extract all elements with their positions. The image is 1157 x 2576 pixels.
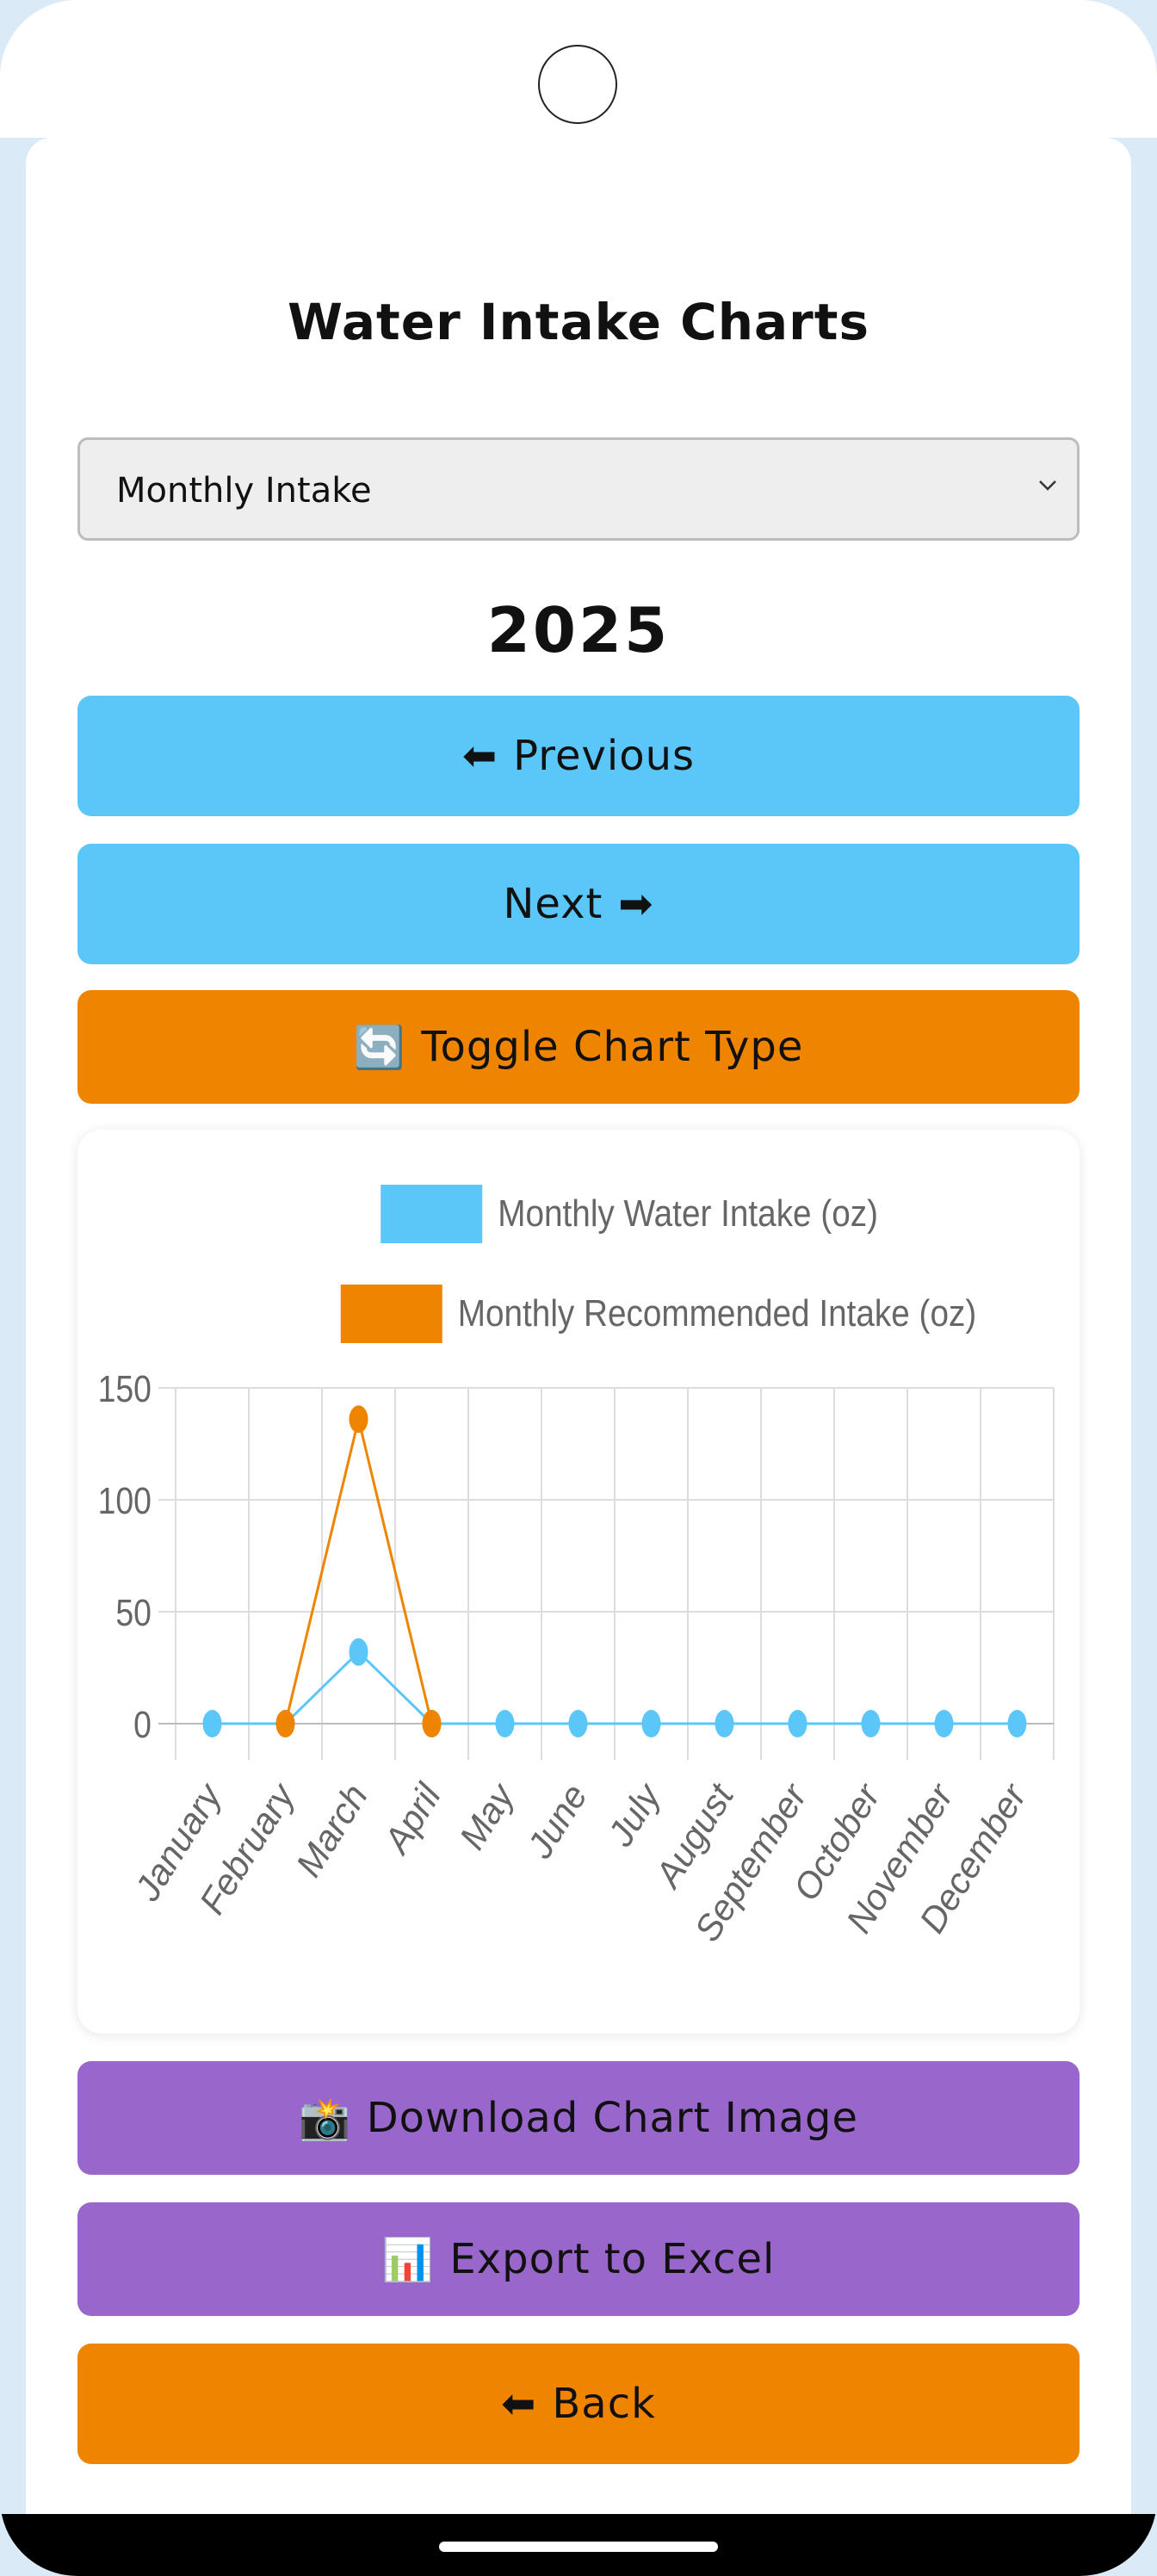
data-point-1-november <box>934 1710 954 1737</box>
back-button[interactable]: ⬅ Back <box>77 2344 1080 2464</box>
back-button-label: Back <box>552 2380 656 2428</box>
refresh-icon: 🔄 <box>353 1023 406 1072</box>
y-tick-label: 50 <box>115 1591 152 1634</box>
y-tick-label: 0 <box>133 1703 152 1746</box>
export-excel-button[interactable]: 📊 Export to Excel <box>77 2202 1080 2316</box>
data-point-1-october <box>861 1710 881 1737</box>
arrow-left-icon: ⬅ <box>461 732 498 780</box>
x-tick-label-april: April <box>374 1775 449 1861</box>
data-point-1-september <box>788 1710 807 1737</box>
bar-chart-icon: 📊 <box>381 2235 435 2284</box>
legend-label-2: Monthly Recommended Intake (oz) <box>458 1291 976 1334</box>
x-tick-label-june: June <box>518 1777 595 1866</box>
data-point-1-june <box>568 1710 588 1737</box>
data-point-1-july <box>641 1710 661 1737</box>
chevron-down-icon <box>1039 480 1056 491</box>
year-label: 2025 <box>486 594 671 666</box>
data-point-2-march <box>349 1405 368 1434</box>
toggle-chart-type-label: Toggle Chart Type <box>421 1023 804 1071</box>
chart-card: Monthly Water Intake (oz) Monthly Recomme… <box>77 1130 1080 2034</box>
export-excel-label: Export to Excel <box>449 2235 776 2283</box>
previous-button[interactable]: ⬅ Previous <box>77 696 1080 816</box>
camera-icon: 📸 <box>298 2094 351 2143</box>
data-point-1-december <box>1007 1710 1027 1737</box>
arrow-right-icon: ➡ <box>618 880 654 928</box>
legend-swatch-1 <box>381 1185 483 1243</box>
data-point-2-february <box>275 1710 295 1737</box>
toggle-chart-type-button[interactable]: 🔄 Toggle Chart Type <box>77 990 1080 1104</box>
data-point-1-january <box>202 1710 222 1737</box>
camera-cutout <box>538 45 617 124</box>
next-button[interactable]: Next ➡ <box>77 844 1080 964</box>
series-line-1 <box>212 1650 1018 1725</box>
page-title: Water Intake Charts <box>287 293 870 351</box>
previous-button-label: Previous <box>513 732 696 780</box>
download-chart-label: Download Chart Image <box>366 2094 859 2142</box>
data-point-2-april <box>422 1710 442 1737</box>
x-tick-label-may: May <box>451 1774 523 1856</box>
series-line-2 <box>284 1419 433 1725</box>
arrow-left-icon: ⬅ <box>501 2380 537 2428</box>
data-point-1-may <box>495 1710 515 1737</box>
x-tick-label-march: March <box>288 1777 375 1884</box>
y-tick-label: 150 <box>98 1367 152 1410</box>
next-button-label: Next <box>503 880 603 928</box>
download-chart-button[interactable]: 📸 Download Chart Image <box>77 2061 1080 2175</box>
y-tick-label: 100 <box>98 1479 152 1522</box>
water-intake-chart: Monthly Water Intake (oz) Monthly Recomme… <box>98 1185 1055 1948</box>
legend-label-1: Monthly Water Intake (oz) <box>498 1192 878 1235</box>
x-tick-label-july: July <box>599 1774 670 1854</box>
legend-swatch-2 <box>340 1285 442 1343</box>
view-select-value: Monthly Intake <box>116 471 372 511</box>
view-select[interactable]: Monthly Intake <box>77 437 1080 541</box>
data-point-1-march <box>349 1638 368 1666</box>
home-indicator[interactable] <box>439 2542 718 2552</box>
data-point-1-august <box>715 1710 734 1737</box>
